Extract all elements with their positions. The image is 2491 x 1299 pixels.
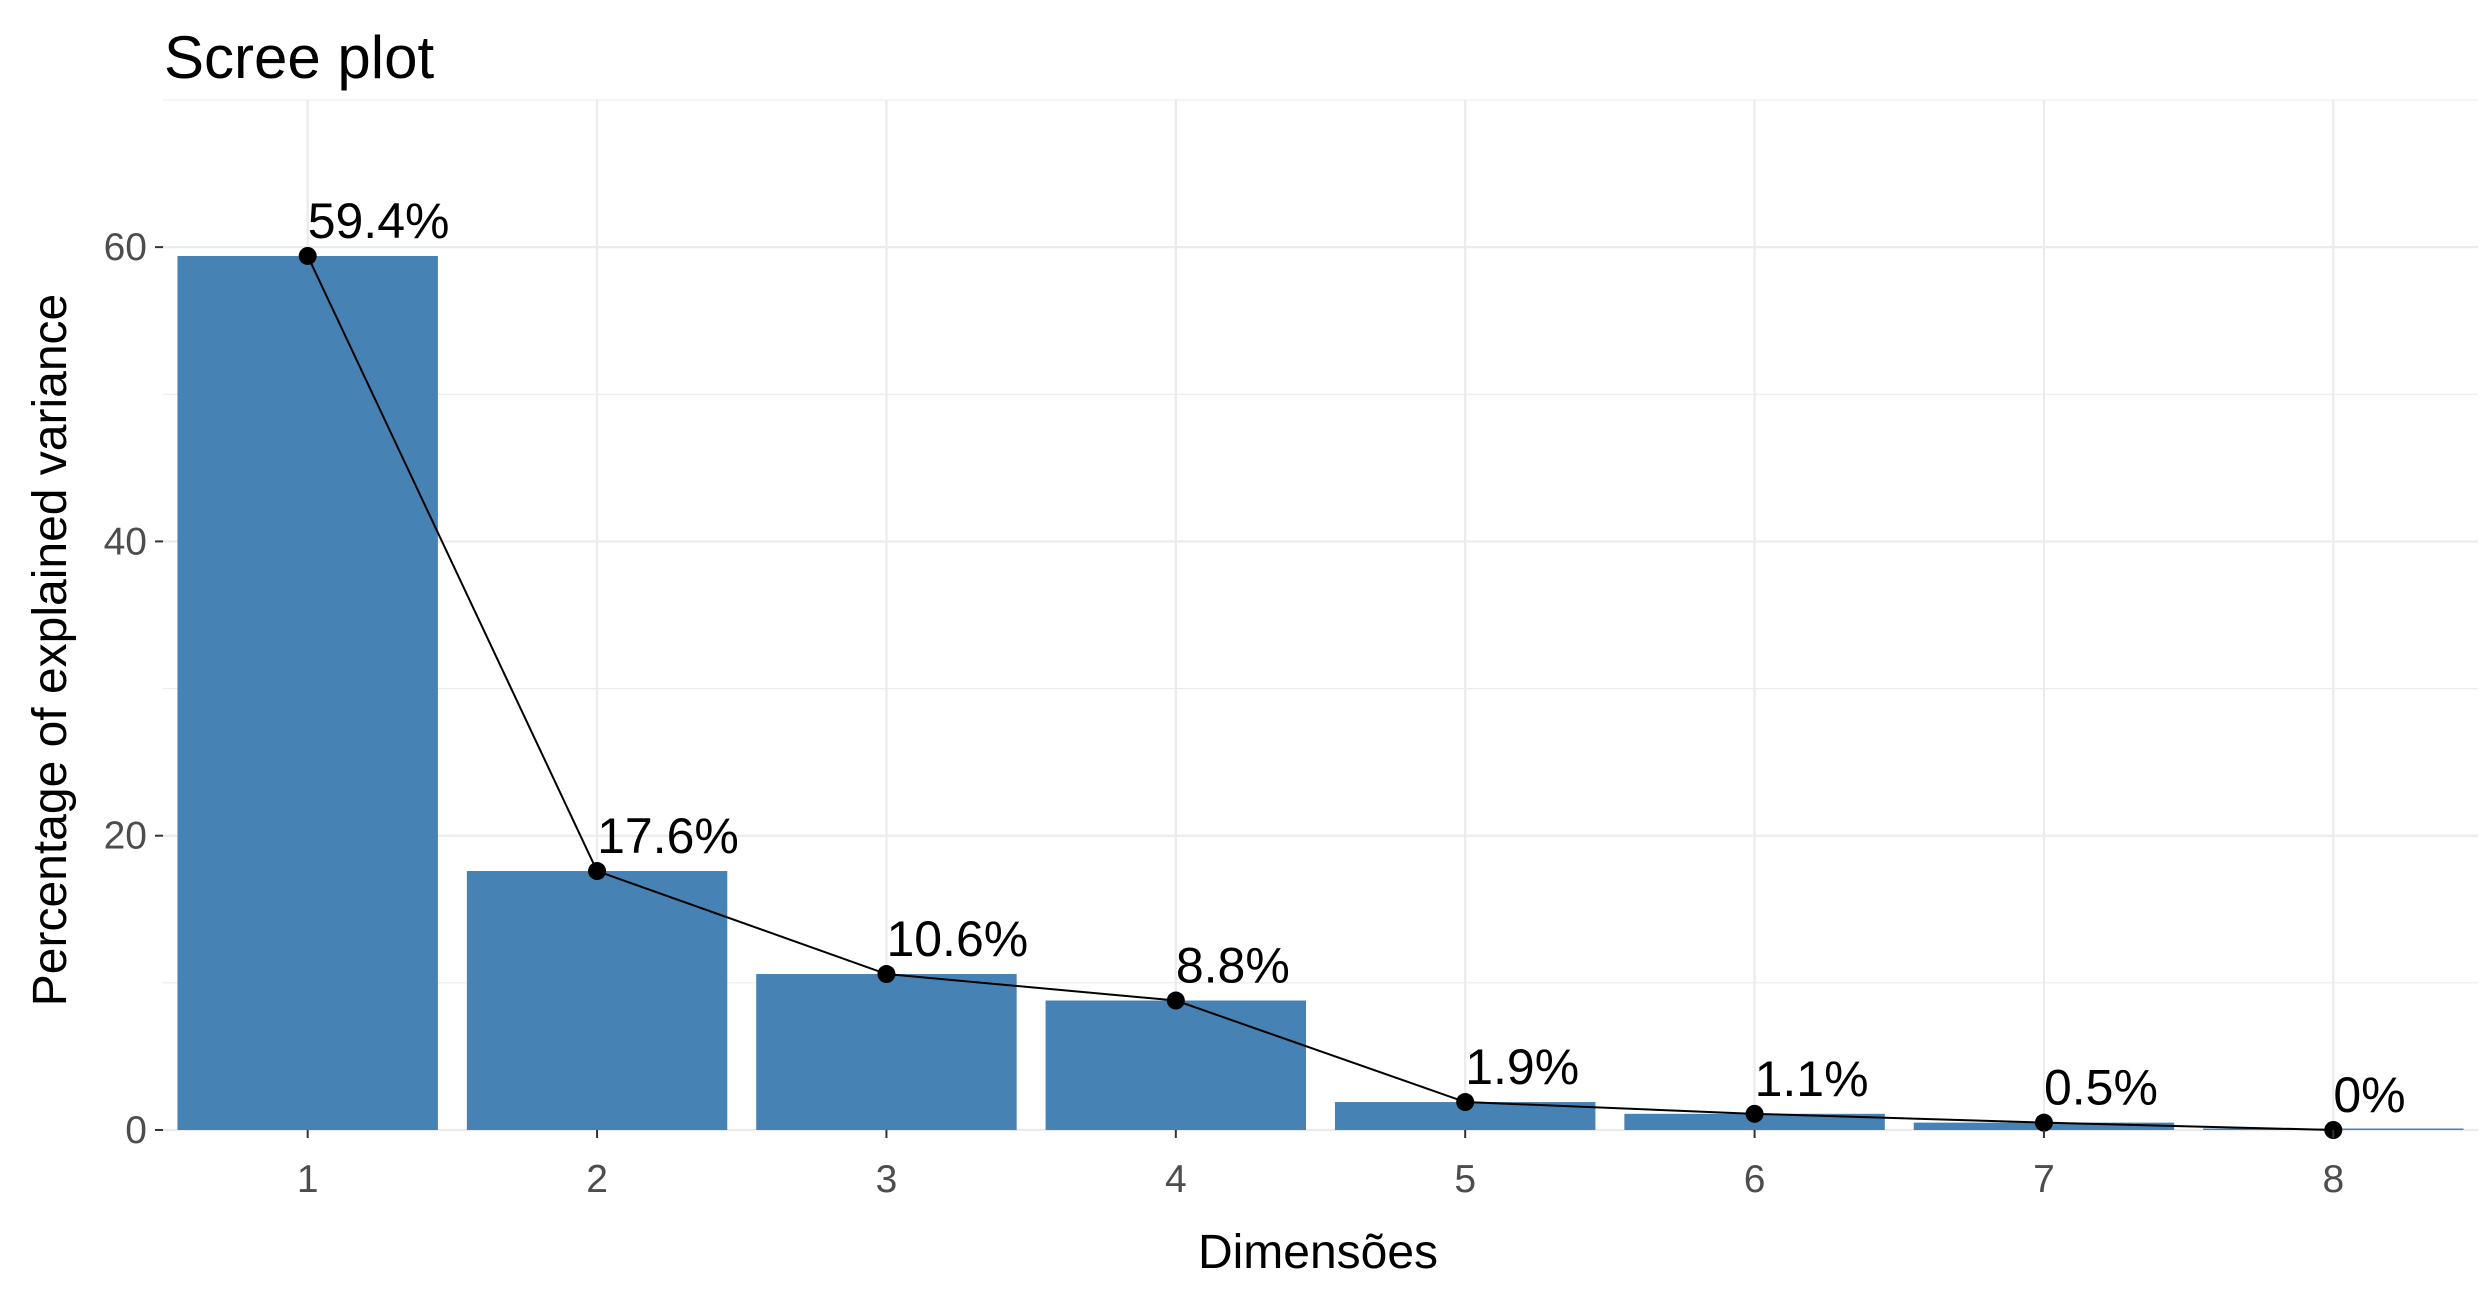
x-tick-label: 6 <box>1744 1158 1766 1201</box>
y-tick-label: 60 <box>104 226 147 269</box>
x-tick-label: 2 <box>586 1158 608 1201</box>
point-dim-4 <box>1166 991 1185 1010</box>
data-label-dim-4: 8.8% <box>1176 938 1290 994</box>
data-label-dim-3: 10.6% <box>886 911 1028 967</box>
y-tick-label: 40 <box>104 520 147 563</box>
data-label-dim-8: 0% <box>2333 1067 2405 1123</box>
x-tick-label: 7 <box>2033 1158 2055 1201</box>
variance-line-path <box>306 255 2334 1131</box>
data-label-dim-2: 17.6% <box>597 808 739 864</box>
data-label-dim-1: 59.4% <box>308 193 450 249</box>
variance-line <box>306 255 2334 1131</box>
chart-title: Scree plot <box>164 24 434 91</box>
point-dim-7 <box>2034 1113 2053 1132</box>
data-labels: 59.4% 17.6% 10.6% 8.8% 1.9% 1.1% 0.5% 0% <box>308 193 2406 1123</box>
grid <box>163 99 2478 1132</box>
bar-dim-2 <box>466 871 728 1130</box>
x-tick-label: 4 <box>1165 1158 1187 1201</box>
y-tick-label: 20 <box>104 815 147 858</box>
bar-dim-3 <box>756 974 1017 1130</box>
point-dim-2 <box>588 862 607 881</box>
point-dim-6 <box>1745 1104 1764 1123</box>
x-axis-ticks: 1 2 3 4 5 6 7 8 <box>297 1130 2344 1201</box>
x-tick-label: 3 <box>876 1158 898 1201</box>
point-dim-5 <box>1456 1093 1475 1112</box>
bar-dim-1 <box>177 255 438 1130</box>
x-tick-label: 8 <box>2322 1158 2344 1201</box>
y-axis-title: Percentage of explained variance <box>24 294 77 1006</box>
point-dim-1 <box>298 246 317 265</box>
data-label-dim-7: 0.5% <box>2044 1060 2158 1116</box>
data-label-dim-5: 1.9% <box>1465 1039 1579 1095</box>
bars <box>177 255 2464 1130</box>
bar-dim-4 <box>1045 1000 1307 1130</box>
variance-points <box>298 246 2343 1139</box>
data-label-dim-6: 1.1% <box>1755 1051 1869 1107</box>
point-dim-3 <box>877 965 896 984</box>
y-tick-label: 0 <box>125 1109 147 1152</box>
x-axis-title: Dimensões <box>1198 1226 1438 1279</box>
y-axis-ticks: 0 20 40 60 <box>104 226 163 1152</box>
x-tick-label: 5 <box>1454 1158 1476 1201</box>
x-tick-label: 1 <box>297 1158 319 1201</box>
